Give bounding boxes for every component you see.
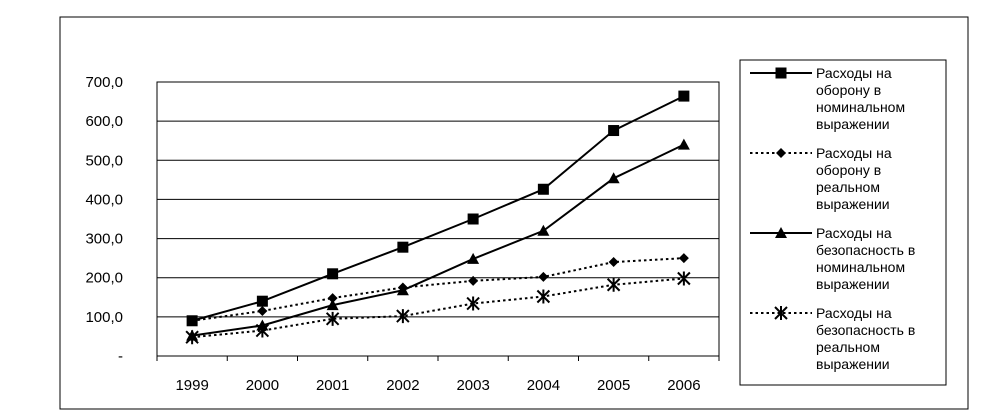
x-tick-label: 2001: [316, 377, 349, 394]
y-tick-label: 200,0: [85, 270, 123, 287]
data-point: [325, 311, 340, 326]
data-point: [326, 299, 339, 311]
data-point: [397, 241, 409, 253]
legend-label: Расходы на оборону в номинальном выражении: [816, 65, 905, 132]
legend-label: Расходы на безопасность в номинальном выраж…: [816, 225, 915, 292]
data-point: [467, 213, 479, 225]
y-tick-label: 100,0: [85, 309, 123, 326]
y-tick-label: 300,0: [85, 231, 123, 248]
data-point: [396, 284, 409, 296]
data-point: [537, 224, 550, 236]
series-line: [191, 95, 685, 322]
y-tick-label: 400,0: [85, 191, 123, 208]
data-point: [327, 268, 339, 280]
data-point: [677, 138, 690, 150]
series-3: [186, 138, 690, 341]
data-point: [257, 305, 268, 316]
series-2: [187, 253, 689, 326]
x-axis-ticks: 1999 2000 2001 2002 2003 2004 2005 2006: [156, 356, 720, 394]
data-point: [677, 271, 691, 286]
series-line: [191, 257, 684, 322]
y-tick-label: -: [118, 348, 123, 365]
series-group: [185, 90, 691, 345]
y-tick-label: 700,0: [85, 74, 123, 91]
legend: Расходы на оборону в номинальном выражении Р…: [750, 65, 915, 372]
legend-entry: Расходы на безопасность в реальном выражени…: [750, 305, 915, 372]
legend-box: [739, 59, 947, 386]
legend-label: Расходы на оборону в реальном выражении: [816, 145, 892, 212]
y-axis-ticks: - 100,0 200,0 300,0 400,0 500,0 600,0 700,0: [85, 74, 123, 365]
data-point: [327, 293, 338, 304]
series-line: [191, 143, 685, 337]
data-point: [187, 315, 198, 326]
data-point: [536, 289, 551, 304]
y-tick-label: 600,0: [85, 113, 123, 130]
series-line: [192, 277, 684, 339]
data-point: [678, 90, 690, 102]
y-tick-label: 500,0: [85, 152, 123, 169]
legend-swatch-marker: [776, 148, 786, 158]
gridlines: [157, 120, 719, 318]
x-tick-label: 1999: [175, 377, 208, 394]
x-tick-label: 2006: [667, 377, 700, 394]
legend-entry: Расходы на оборону в номинальном выражении: [750, 65, 905, 132]
series-4: [185, 271, 691, 345]
x-tick-label: 2004: [527, 377, 560, 394]
data-point: [468, 275, 479, 286]
data-point: [608, 125, 620, 137]
x-tick-label: 2005: [597, 377, 630, 394]
data-point: [678, 253, 689, 264]
data-point: [396, 309, 410, 324]
legend-swatch-marker: [775, 227, 787, 238]
x-tick-label: 2003: [456, 377, 489, 394]
data-point: [255, 323, 270, 338]
data-point: [185, 330, 199, 345]
x-tick-label: 2000: [246, 377, 279, 394]
data-point: [608, 257, 619, 268]
data-point: [606, 277, 621, 292]
data-point: [538, 271, 549, 282]
legend-entry: Расходы на безопасность в номинальном выраж…: [750, 225, 915, 292]
x-tick-label: 2002: [386, 377, 419, 394]
legend-swatch-marker: [774, 306, 788, 320]
legend-label: Расходы на безопасность в реальном выражени…: [816, 305, 915, 372]
data-point: [537, 183, 549, 195]
data-point: [256, 295, 268, 307]
legend-entry: Расходы на оборону в реальном выражении: [750, 145, 892, 212]
data-point: [467, 252, 480, 264]
data-point: [466, 296, 480, 311]
data-point: [607, 172, 620, 184]
legend-swatch-marker: [775, 67, 787, 79]
